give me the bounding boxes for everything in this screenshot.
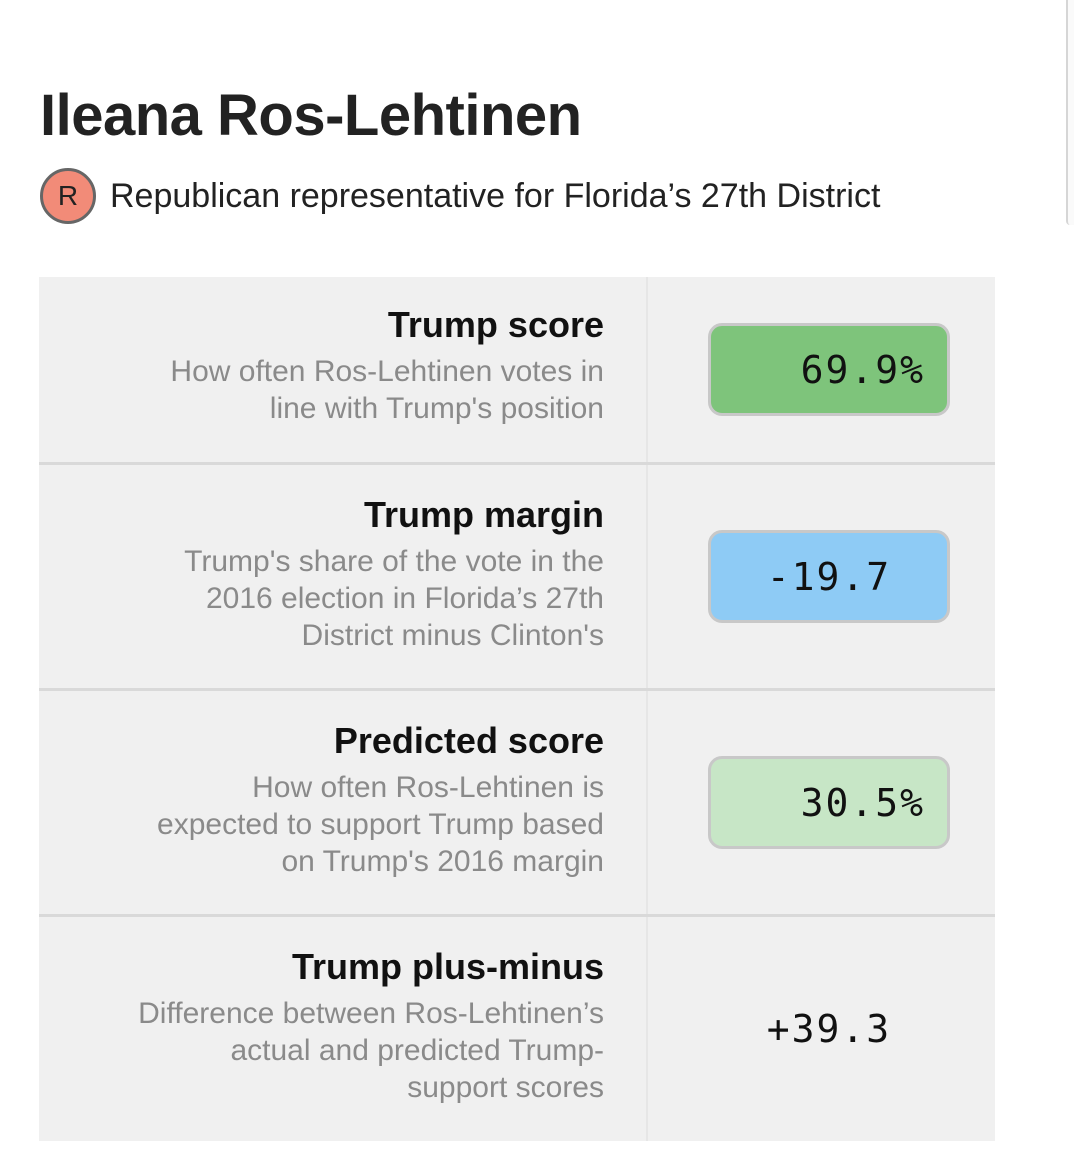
value-cell: -19.7: [648, 465, 995, 688]
row-description-line: Difference between Ros-Lehtinen’s: [138, 997, 604, 1030]
table-row-trump-margin: Trump margin Trump's share of the vote i…: [39, 465, 995, 691]
row-description-line: District minus Clinton's: [301, 619, 604, 652]
row-description: Difference between Ros-Lehtinen’s actual…: [39, 995, 604, 1106]
table-row-predicted-score: Predicted score How often Ros-Lehtinen i…: [39, 691, 995, 917]
subtitle: R Republican representative for Florida’…: [40, 168, 880, 224]
row-description-line: line with Trump's position: [269, 392, 604, 425]
page-title: Ileana Ros-Lehtinen: [40, 83, 582, 148]
predicted-score-value: 30.5%: [708, 756, 950, 849]
label-cell: Trump margin Trump's share of the vote i…: [39, 465, 648, 688]
table-row-trump-plus-minus: Trump plus-minus Difference between Ros-…: [39, 917, 995, 1141]
trump-score-value: 69.9%: [708, 323, 950, 416]
row-description-line: support scores: [407, 1071, 604, 1104]
label-cell: Trump plus-minus Difference between Ros-…: [39, 917, 648, 1141]
representative-description: Republican representative for Florida’s …: [110, 176, 881, 215]
row-description: How often Ros-Lehtinen votes in line wit…: [39, 353, 604, 427]
row-description: How often Ros-Lehtinen is expected to su…: [39, 769, 604, 880]
row-title: Predicted score: [333, 720, 604, 761]
row-description-line: How often Ros-Lehtinen is: [252, 771, 604, 804]
value-cell: 69.9%: [648, 277, 995, 462]
row-description-line: on Trump's 2016 margin: [281, 845, 604, 878]
row-description: Trump's share of the vote in the 2016 el…: [39, 543, 604, 654]
row-description-line: expected to support Trump based: [157, 808, 604, 841]
row-description-line: Trump's share of the vote in the: [184, 545, 604, 578]
trump-plus-minus-value: +39.3: [766, 1007, 892, 1051]
value-cell: +39.3: [648, 917, 995, 1141]
row-title: Trump margin: [363, 494, 604, 535]
row-description-line: How often Ros-Lehtinen votes in: [170, 355, 604, 388]
row-description-line: actual and predicted Trump-: [230, 1034, 604, 1067]
row-description-line: 2016 election in Florida’s 27th: [205, 582, 604, 615]
table-row-trump-score: Trump score How often Ros-Lehtinen votes…: [39, 277, 995, 465]
value-cell: 30.5%: [648, 691, 995, 914]
label-cell: Predicted score How often Ros-Lehtinen i…: [39, 691, 648, 914]
party-badge: R: [40, 168, 96, 224]
scrollbar-edge: [1066, 0, 1074, 225]
row-title: Trump score: [387, 304, 604, 345]
row-title: Trump plus-minus: [291, 946, 604, 987]
label-cell: Trump score How often Ros-Lehtinen votes…: [39, 277, 648, 462]
trump-margin-value: -19.7: [708, 530, 950, 623]
score-table: Trump score How often Ros-Lehtinen votes…: [39, 277, 995, 1141]
